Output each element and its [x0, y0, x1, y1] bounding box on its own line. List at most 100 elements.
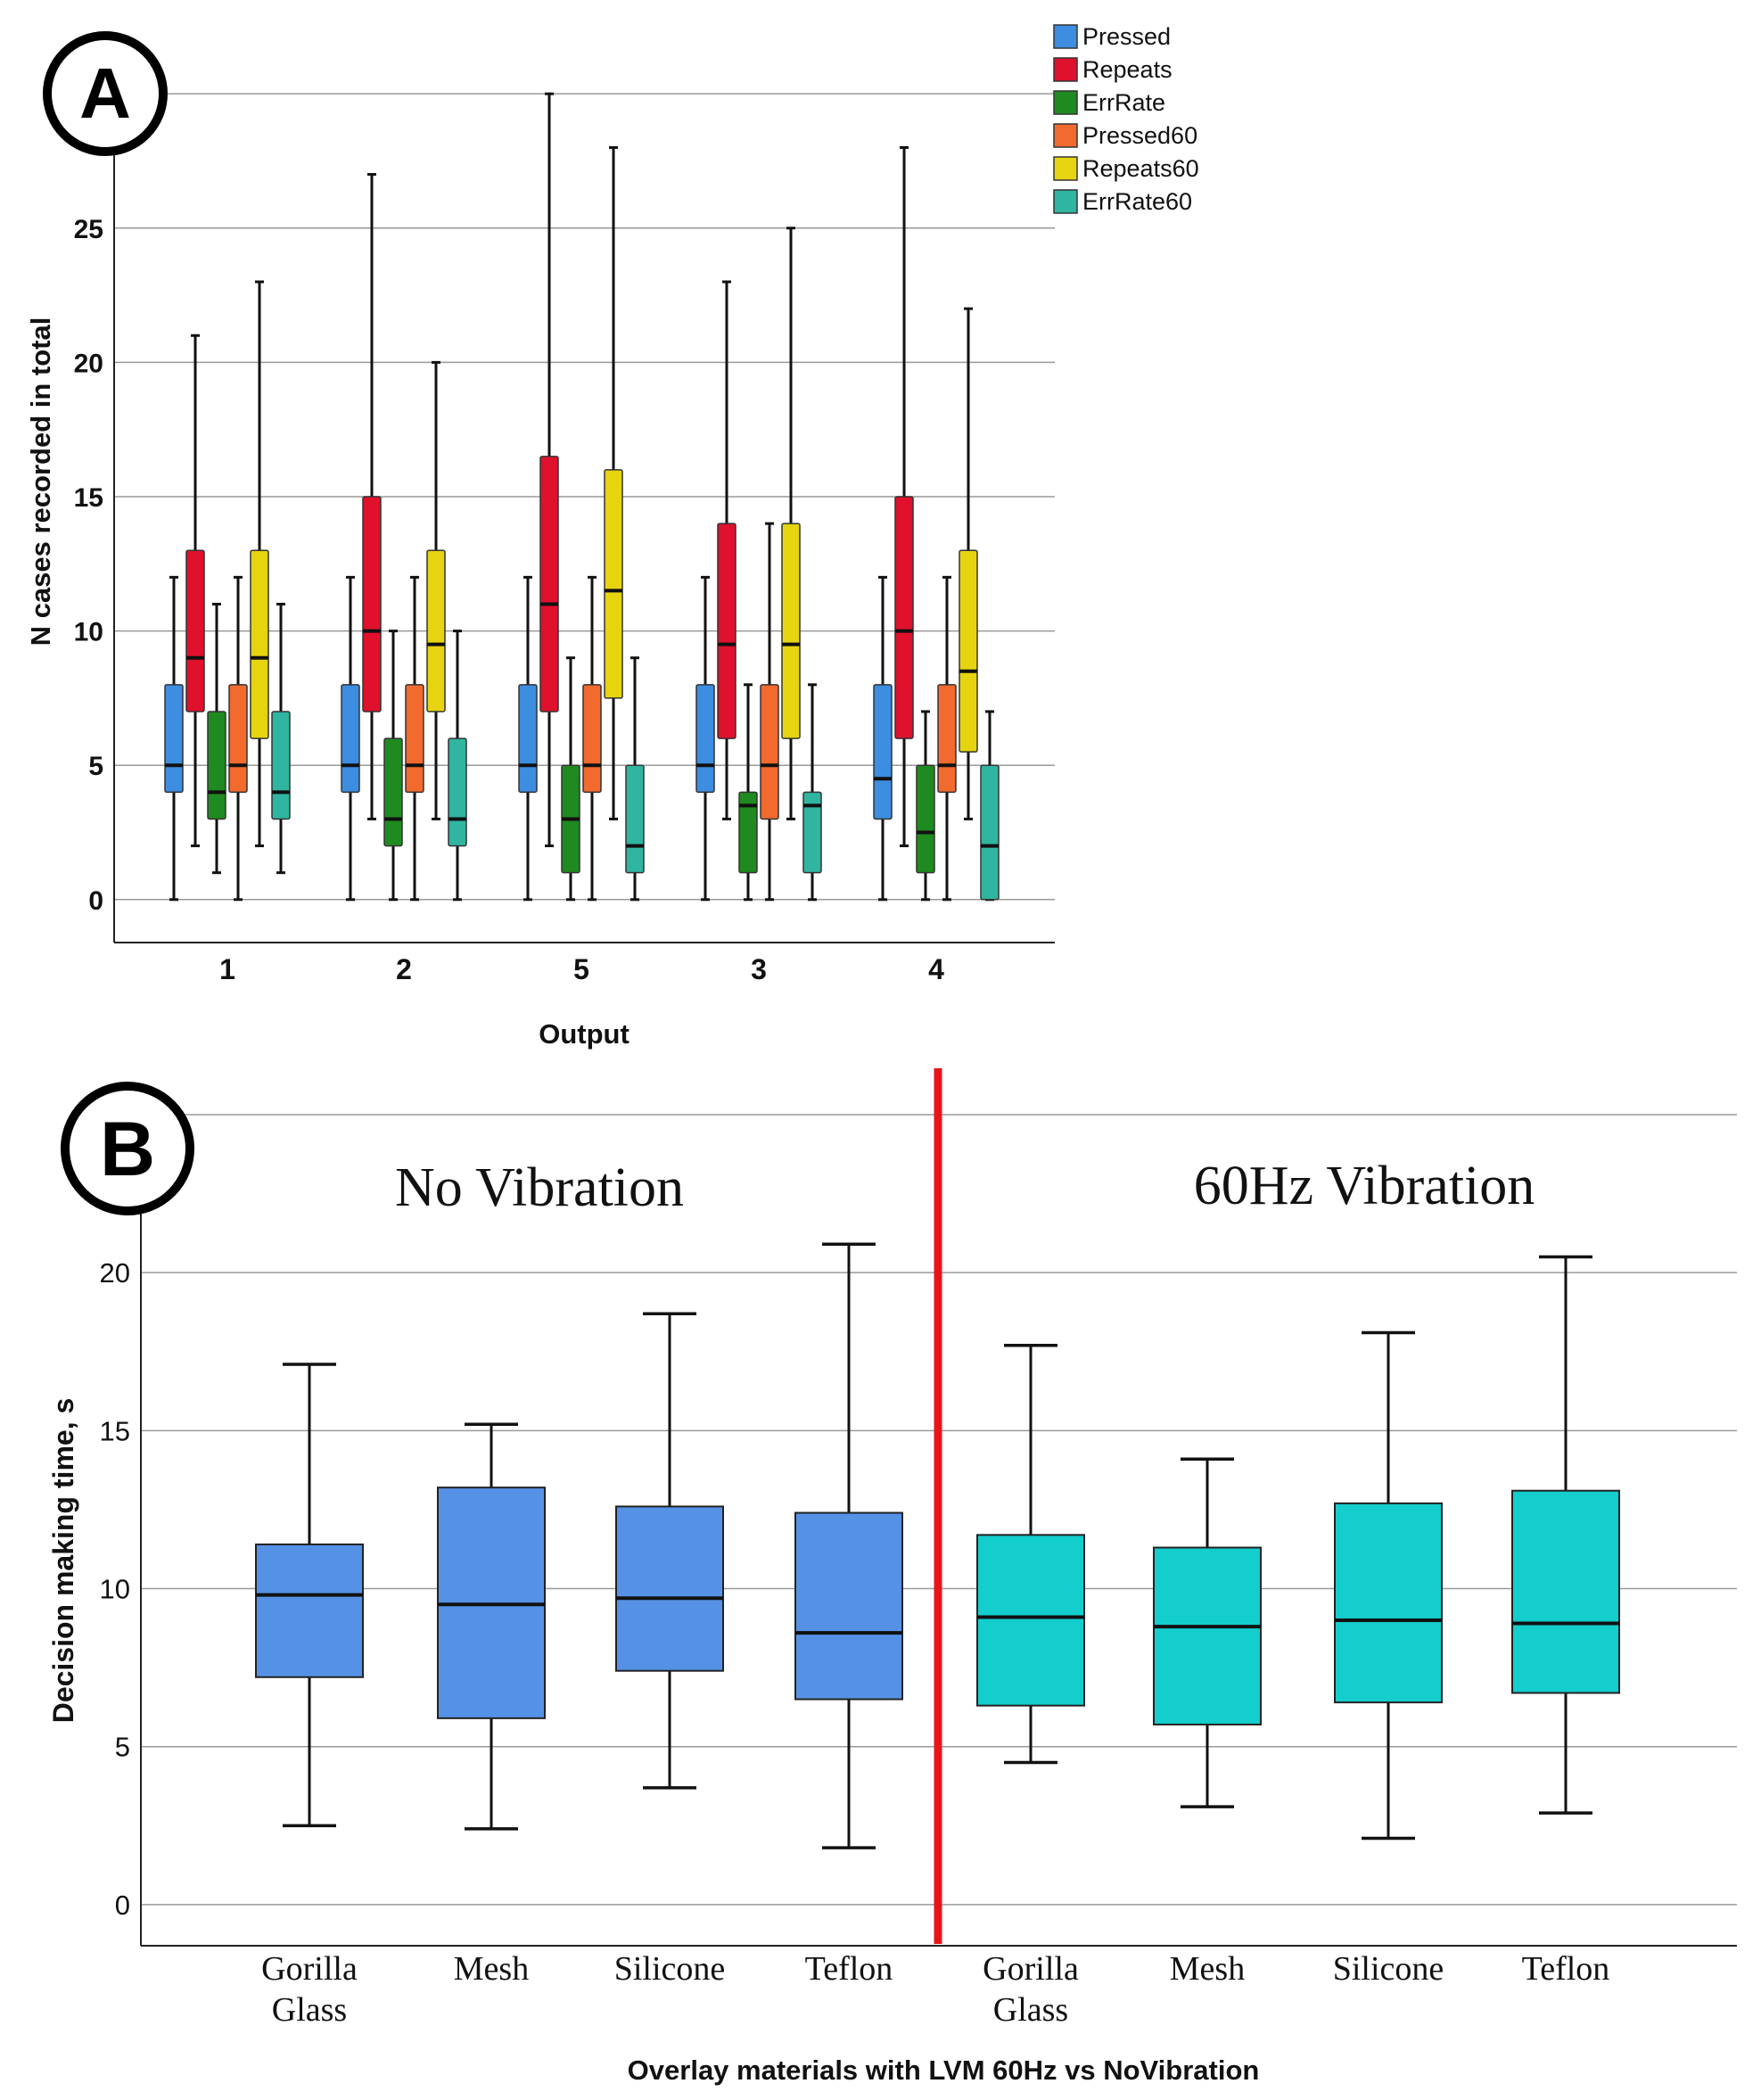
box	[760, 684, 779, 820]
panel-a-y-tick-label: 0	[88, 886, 103, 916]
boxplot-repeats60-output-5	[604, 145, 623, 820]
panel-b-x-tick-label: Gorilla Glass	[261, 1950, 358, 2029]
boxplot-pressed60-output-2	[405, 575, 424, 902]
panel-a-x-tick-label: 1	[219, 953, 235, 985]
boxplot-60hz-vibration-mesh	[1153, 1457, 1262, 1808]
panel-b-badge-letter: B	[100, 1107, 155, 1192]
boxplot-pressed-output-1	[164, 575, 184, 902]
box	[916, 764, 935, 874]
boxplot-pressed60-output-4	[937, 575, 957, 902]
boxplot-errrate-output-3	[738, 683, 758, 902]
boxplot-errrate60-output-3	[802, 683, 822, 902]
box	[405, 684, 424, 794]
panel-b-y-axis-label: Decision making time, s	[47, 1398, 79, 1724]
panel-a-y-axis-label: N cases recorded in total	[25, 317, 56, 646]
boxplot-no-vibration-gorilla-glass	[255, 1363, 364, 1828]
box	[228, 684, 248, 794]
boxplot-errrate-output-5	[561, 656, 580, 902]
panel-b-y-tick-labels: 0 5 10 15 20	[100, 1257, 130, 1921]
panel-b-y-tick-label: 5	[115, 1732, 130, 1763]
boxplot-errrate-output-1	[207, 602, 226, 875]
panel-a-boxplots	[164, 92, 1000, 902]
boxplot-repeats-output-5	[539, 92, 559, 848]
panel-b-x-tick-label: Teflon	[805, 1950, 893, 1988]
box	[794, 1511, 903, 1701]
boxplot-pressed60-output-3	[760, 522, 779, 902]
panel-a-y-tick-label: 20	[74, 349, 103, 378]
boxplot-repeats-output-4	[894, 145, 914, 848]
legend-item-repeats: Repeats	[1053, 56, 1173, 83]
boxplot-60hz-vibration-silicone	[1334, 1330, 1443, 1841]
boxplot-pressed60-output-1	[228, 575, 248, 902]
panel-a-y-tick-label: 5	[88, 752, 103, 781]
box	[207, 711, 226, 820]
panel-b-x-tick-label: Teflon	[1522, 1950, 1610, 1988]
legend-item-repeats60: Repeats60	[1053, 155, 1199, 182]
box	[582, 684, 602, 794]
panel-a-x-tick-label: 4	[928, 953, 944, 985]
boxplot-errrate60-output-2	[448, 630, 467, 902]
legend-swatch	[1053, 156, 1078, 181]
box	[448, 737, 467, 847]
group-title-60hz-vibration: 60Hz Vibration	[1194, 1156, 1535, 1216]
panel-b-badge: B	[61, 1082, 194, 1215]
box	[802, 791, 822, 874]
box	[976, 1534, 1085, 1707]
boxplot-repeats60-output-3	[781, 226, 801, 820]
box	[959, 549, 978, 753]
box	[894, 496, 914, 739]
box	[1153, 1546, 1262, 1725]
panel-a-x-axis-label: Output	[539, 1018, 630, 1050]
boxplot-repeats60-output-4	[959, 307, 978, 820]
group-title-no-vibration: No Vibration	[395, 1157, 684, 1218]
panel-a-y-tick-label: 10	[74, 618, 103, 647]
boxplot-repeats-output-2	[362, 173, 382, 820]
panel-b-x-tick-label: Mesh	[454, 1950, 529, 1988]
panel-a-legend: Pressed Repeats ErrRate Pressed60 Repeats60 E…	[1053, 23, 1199, 215]
box	[781, 523, 801, 739]
legend-label: ErrRate	[1082, 89, 1165, 116]
panel-b-x-tick-labels: Gorilla Glass Mesh Silicone Teflon Gorilla Gla…	[261, 1950, 1609, 2029]
box	[271, 711, 291, 820]
legend-swatch	[1053, 90, 1078, 115]
box	[255, 1543, 364, 1678]
panel-b-y-tick-label: 15	[100, 1415, 130, 1446]
legend-swatch	[1053, 57, 1078, 82]
panel-a-y-tick-label: 15	[74, 483, 103, 513]
panel-a-x-tick-label: 3	[751, 953, 767, 985]
legend-item-errrate: ErrRate	[1053, 89, 1165, 116]
box	[250, 549, 269, 739]
box	[539, 456, 559, 712]
box	[695, 684, 715, 794]
box	[604, 469, 623, 699]
panel-b-x-tick-label: Silicone	[1333, 1950, 1444, 1988]
box	[185, 549, 205, 712]
boxplot-repeats60-output-2	[426, 360, 446, 820]
legend-label: Repeats	[1082, 56, 1173, 83]
boxplot-pressed-output-5	[518, 575, 538, 902]
panel-b-x-tick-label: Mesh	[1170, 1950, 1245, 1988]
box	[518, 684, 538, 794]
box	[164, 684, 184, 794]
boxplot-60hz-vibration-teflon	[1511, 1255, 1620, 1815]
box	[873, 684, 893, 820]
box	[1334, 1502, 1443, 1704]
panel-b-x-tick-label: Silicone	[614, 1950, 726, 1988]
boxplot-no-vibration-silicone	[615, 1312, 724, 1790]
panel-a-y-tick-label: 25	[74, 215, 103, 244]
boxplot-pressed-output-4	[873, 575, 893, 902]
panel-b-y-tick-label: 0	[115, 1890, 130, 1921]
panel-a-x-tick-label: 2	[396, 953, 412, 985]
panel-b-x-tick-label: Gorilla Glass	[983, 1950, 1079, 2029]
boxplot-no-vibration-mesh	[437, 1422, 546, 1831]
boxplot-errrate60-output-5	[625, 656, 645, 902]
box	[980, 764, 1000, 901]
panel-a-badge-letter: A	[79, 54, 131, 133]
boxplot-errrate60-output-1	[271, 602, 291, 875]
panel-b-x-axis-label: Overlay materials with LVM 60Hz vs NoVib…	[628, 2055, 1260, 2086]
box	[362, 496, 382, 712]
panel-b-y-tick-label: 10	[100, 1574, 130, 1605]
panel-a-badge: A	[43, 31, 168, 156]
boxplot-repeats-output-3	[717, 280, 736, 820]
